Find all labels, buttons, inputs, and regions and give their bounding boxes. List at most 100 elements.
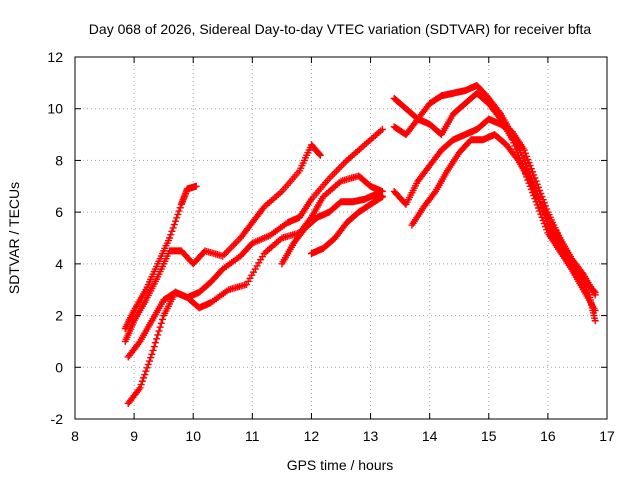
data-point (495, 114, 503, 122)
series-track-1 (121, 182, 200, 332)
x-tick-label: 16 (540, 428, 556, 444)
data-point (511, 142, 519, 150)
data-point (378, 125, 386, 133)
y-tick-label: 2 (55, 308, 63, 324)
data-point (136, 384, 144, 392)
data-point (149, 346, 157, 354)
data-point (143, 364, 151, 372)
y-tick-label: -2 (51, 411, 64, 427)
data-point (591, 317, 599, 325)
data-point (142, 367, 150, 375)
series-track-9 (390, 115, 599, 299)
data-point (135, 386, 143, 394)
data-point (534, 204, 542, 212)
data-point (158, 315, 166, 323)
x-tick-label: 14 (422, 428, 438, 444)
x-tick-label: 15 (481, 428, 497, 444)
data-point (523, 152, 531, 160)
data-point (156, 323, 164, 331)
data-point (148, 350, 156, 358)
data-point (169, 224, 177, 232)
data-point (512, 145, 520, 153)
data-point (534, 183, 542, 191)
data-point (527, 165, 535, 173)
data-point (538, 213, 546, 221)
data-point (591, 291, 599, 299)
x-tick-label: 12 (304, 428, 320, 444)
data-point (542, 223, 550, 231)
data-point (135, 339, 143, 347)
data-point (315, 150, 323, 158)
data-point (141, 371, 149, 379)
y-tick-label: 8 (55, 152, 63, 168)
data-point (155, 327, 163, 335)
plot-frame (74, 56, 608, 420)
data-point (150, 343, 158, 351)
data-point (521, 160, 529, 168)
data-point (316, 151, 324, 159)
chart-title: Day 068 of 2026, Sidereal Day-to-day VTE… (89, 21, 592, 37)
data-point (175, 207, 183, 215)
data-point (151, 339, 159, 347)
data-point (174, 210, 182, 218)
data-point (532, 177, 540, 185)
data-point (171, 217, 179, 225)
data-point (154, 331, 162, 339)
data-point (537, 210, 545, 218)
data-point (533, 180, 541, 188)
data-point (166, 234, 174, 242)
data-point (153, 335, 161, 343)
data-point (525, 158, 533, 166)
data-point (543, 226, 551, 234)
data-point (176, 204, 184, 212)
y-axis-title: SDTVAR / TECUs (6, 182, 22, 294)
data-point (540, 220, 548, 228)
data-point (530, 171, 538, 179)
data-point (510, 139, 518, 147)
data-point (526, 162, 534, 170)
data-point (138, 377, 146, 385)
series-track-5 (278, 190, 386, 268)
x-tick-label: 10 (185, 428, 201, 444)
grid-layer (75, 57, 607, 419)
data-point (144, 360, 152, 368)
data-point (167, 231, 175, 239)
x-axis-title: GPS time / hours (287, 457, 394, 473)
y-tick-label: 6 (55, 204, 63, 220)
data-point (520, 156, 528, 164)
data-point (540, 199, 548, 207)
points-layer (121, 81, 599, 407)
ticks-layer: 8 9 10 11 12 13 14 15 16 17 -2 0 2 4 6 8 10 12 (47, 49, 615, 444)
data-point (378, 193, 386, 201)
data-point (192, 182, 200, 190)
data-point (157, 319, 165, 327)
data-point (521, 149, 529, 157)
data-point (377, 193, 385, 201)
data-point (170, 221, 178, 229)
x-tick-label: 11 (245, 428, 260, 444)
series-track-6 (307, 193, 386, 258)
data-point (513, 155, 521, 163)
data-point (168, 227, 176, 235)
data-point (147, 354, 155, 362)
y-tick-label: 0 (55, 359, 63, 375)
data-point (536, 186, 544, 194)
data-point (430, 189, 438, 197)
series-track-2 (121, 141, 324, 345)
data-point (137, 381, 145, 389)
data-point (539, 216, 547, 224)
y-tick-label: 4 (55, 256, 63, 272)
series-track-4 (124, 172, 386, 407)
data-point (140, 374, 148, 382)
series-track-10 (408, 131, 599, 325)
y-tick-label: 12 (47, 49, 63, 65)
data-point (529, 168, 537, 176)
data-point (173, 214, 181, 222)
data-point (145, 357, 153, 365)
x-tick-label: 8 (71, 428, 79, 444)
x-tick-label: 9 (130, 428, 138, 444)
data-point (531, 174, 539, 182)
x-tick-label: 17 (599, 428, 615, 444)
